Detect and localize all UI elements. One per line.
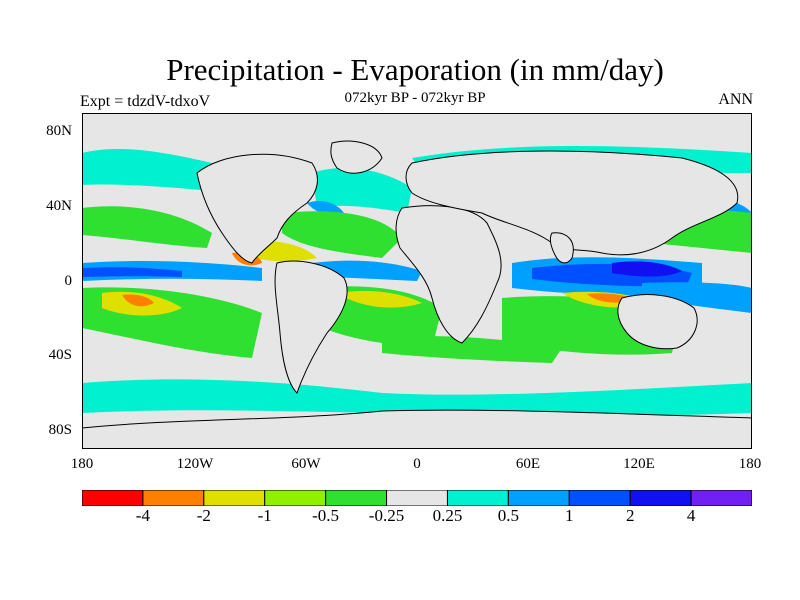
colorbar-label-8: 2 (625, 506, 635, 525)
lon-label-120e: 120E (623, 456, 655, 472)
colorbar-swatch-1 (142, 490, 205, 506)
colorbar-swatch-6 (446, 490, 509, 506)
colorbar-swatch-3 (264, 490, 327, 506)
colorbar-swatch-7 (507, 490, 570, 506)
wet-region-southern-ocean (82, 379, 752, 417)
colorbar-swatch-8 (568, 490, 631, 506)
lon-label-60e: 60E (515, 456, 541, 472)
coastline-eurasia (405, 150, 739, 256)
wet-region-south-pacific-cz (642, 282, 752, 313)
colorbar (82, 490, 752, 506)
dry-region-se-pacific-core (122, 294, 154, 307)
dry-region-north-pacific (82, 206, 212, 248)
continent-outlines (82, 140, 752, 449)
wet-region-north-pacific (82, 148, 232, 193)
wet-region-warm-pool-core (612, 261, 682, 277)
lon-label-180w: 180 (70, 456, 94, 472)
colorbar-label-0: -4 (135, 506, 150, 525)
dry-region-southern-subtropics (382, 336, 562, 363)
colorbar-label-5: 0.25 (432, 506, 463, 525)
colorbar-label-1: -2 (196, 506, 211, 525)
colorbar-label-6: 0.5 (497, 506, 520, 525)
colorbar-swatch-0 (82, 490, 144, 506)
wet-region-itcz-pacific-core (82, 267, 182, 277)
lat-label-80s: 80S (48, 422, 72, 438)
lat-label-80n: 80N (46, 123, 72, 139)
coastline-north-america (196, 153, 318, 264)
lon-label-120w: 120W (176, 456, 214, 472)
coastline-south-america (274, 260, 348, 394)
map-frame (82, 113, 752, 449)
colorbar-swatch-10 (690, 490, 752, 506)
colorbar-swatch-2 (203, 490, 266, 506)
lon-label-0: 0 (413, 456, 421, 472)
coastline-greenland (330, 140, 383, 174)
season-label: ANN (718, 91, 753, 108)
coastline-india (549, 232, 574, 264)
world-map (82, 113, 752, 449)
lat-label-eq: 0 (64, 273, 73, 289)
colorbar-label-3: -0.5 (312, 506, 340, 525)
lat-label-40s: 40S (48, 347, 72, 363)
dry-region-north-atlantic (282, 211, 402, 258)
coastline-antarctica (82, 409, 752, 449)
chart-title: Precipitation - Evaporation (in mm/day) (166, 52, 664, 87)
colorbar-label-7: 1 (565, 506, 574, 525)
colorbar-swatch-4 (325, 490, 388, 506)
experiment-label: Expt = tdzdV-tdxoV (80, 93, 211, 110)
chart-subtitle: 072kyr BP - 072kyr BP (344, 90, 486, 106)
dry-region-south-atlantic-yellow (337, 291, 422, 308)
lon-label-60w: 60W (291, 456, 321, 472)
coastline-australia (617, 294, 698, 350)
wet-region-nw-atlantic-blue (307, 201, 344, 215)
lat-label-40n: 40N (46, 198, 72, 214)
coastline-africa (395, 205, 502, 344)
lon-label-180e: 180 (738, 456, 762, 472)
colorbar-swatch-5 (386, 490, 448, 506)
colorbar-label-9: 4 (686, 506, 696, 525)
colorbar-swatch-9 (629, 490, 692, 506)
wet-region-north-atlantic (312, 168, 412, 213)
colorbar-label-2: -1 (257, 506, 272, 525)
colorbar-label-4: -0.25 (368, 506, 405, 525)
